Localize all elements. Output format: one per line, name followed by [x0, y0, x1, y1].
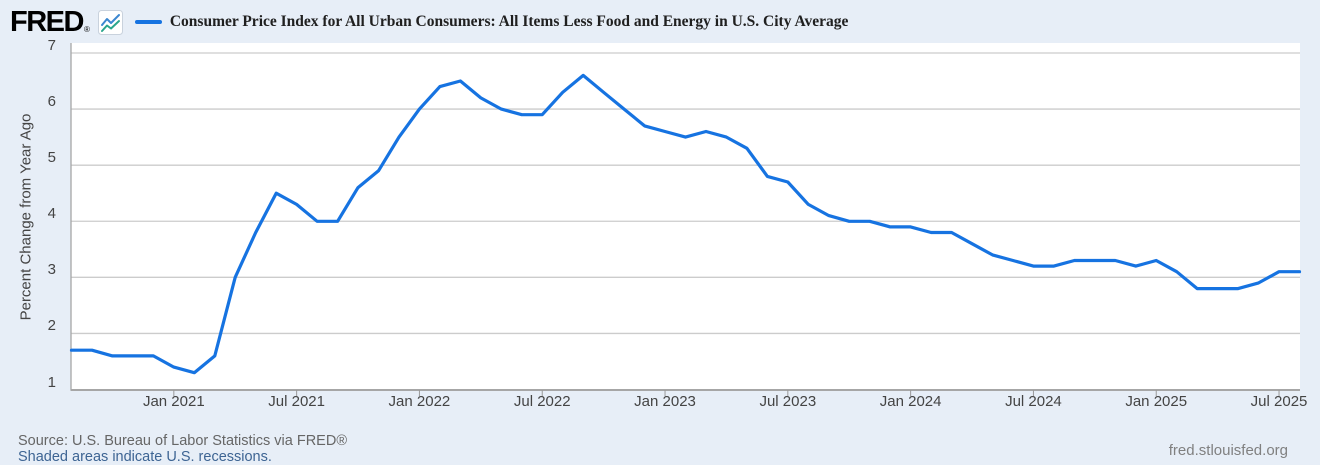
registered-trademark-icon: ®: [83, 25, 90, 34]
chart-title: Consumer Price Index for All Urban Consu…: [169, 13, 849, 30]
recession-note-link[interactable]: Shaded areas indicate U.S. recessions.: [18, 449, 272, 465]
fred-logo-text: FRED: [10, 6, 84, 38]
y-axis-title: Percent Change from Year Ago: [17, 113, 35, 321]
cpi-core-data-line: [69, 73, 1302, 375]
source-note: Source: U.S. Bureau of Labor Statistics …: [18, 433, 348, 449]
line-graph-icon: [97, 9, 123, 35]
fred-site-link[interactable]: fred.stlouisfed.org: [1168, 442, 1288, 459]
chart-header: FRED ® Consumer Price Index for All Urban…: [10, 7, 848, 37]
fred-logo[interactable]: FRED ®: [10, 7, 90, 37]
legend-line-swatch: [134, 20, 162, 24]
plot-background: [71, 43, 1300, 390]
